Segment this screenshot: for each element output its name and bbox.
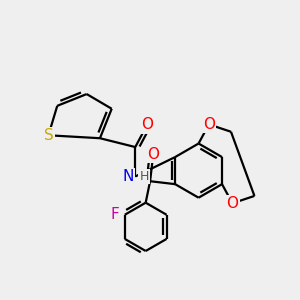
Text: H: H — [140, 170, 149, 183]
Text: O: O — [147, 147, 159, 162]
Text: S: S — [44, 128, 53, 143]
Text: O: O — [226, 196, 238, 211]
Text: F: F — [111, 207, 120, 222]
Text: O: O — [203, 117, 215, 132]
Text: N: N — [122, 169, 134, 184]
Text: O: O — [141, 118, 153, 133]
